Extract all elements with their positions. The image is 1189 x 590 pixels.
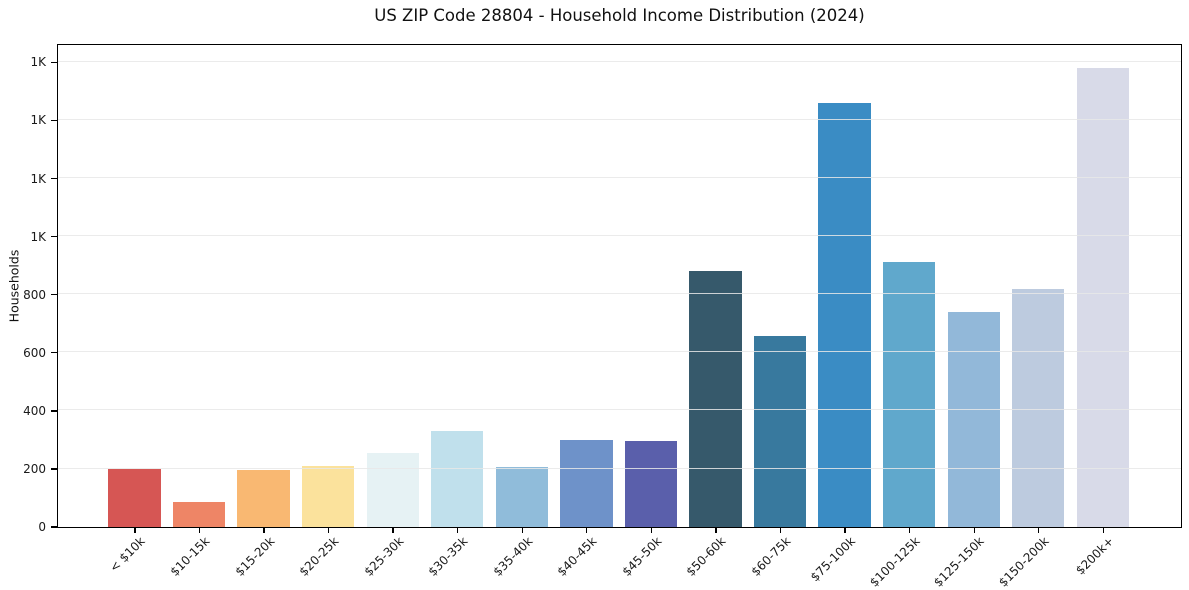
y-tick-mark bbox=[51, 236, 57, 238]
x-tick-label: $100-125k bbox=[866, 534, 923, 590]
y-tick-mark bbox=[51, 410, 57, 412]
bar-45-50k bbox=[624, 440, 678, 527]
y-tick-label: 600 bbox=[23, 345, 46, 360]
x-tick-mark bbox=[779, 527, 782, 533]
x-tick-label: $15-20k bbox=[232, 534, 277, 579]
y-tick-mark bbox=[51, 294, 57, 296]
x-tick-label: $20-25k bbox=[296, 534, 342, 579]
x-tick-label: $40-45k bbox=[554, 534, 600, 579]
gridline-1400 bbox=[57, 119, 1181, 121]
bar-10k bbox=[108, 468, 161, 527]
x-tick-label: $200k+ bbox=[1072, 534, 1117, 578]
bar-75-100k bbox=[818, 102, 871, 527]
y-tick-label: 1K bbox=[30, 171, 46, 186]
bar-30-35k bbox=[431, 430, 484, 527]
y-tick-mark bbox=[51, 468, 57, 470]
x-tick-label: $10-15k bbox=[167, 534, 213, 579]
gridline-800 bbox=[57, 293, 1181, 295]
x-tick-mark bbox=[908, 527, 911, 533]
x-tick-label: $35-40k bbox=[490, 534, 536, 579]
bar-150-200k bbox=[1012, 288, 1065, 527]
x-tick-label: $60-75k bbox=[748, 534, 794, 579]
bar-40-45k bbox=[560, 439, 613, 527]
gridline-1600 bbox=[57, 61, 1181, 63]
x-tick-mark bbox=[327, 527, 330, 533]
gridline-600 bbox=[57, 351, 1181, 353]
x-tick-mark bbox=[973, 527, 975, 533]
bar-125-150k bbox=[947, 311, 1000, 527]
x-tick-label: < $10k bbox=[106, 534, 148, 575]
bar-20-25k bbox=[301, 465, 355, 527]
x-tick-mark bbox=[392, 527, 394, 533]
x-tick-label: $45-50k bbox=[619, 534, 665, 579]
x-tick-mark bbox=[1102, 527, 1104, 533]
bar-25-30k bbox=[366, 452, 419, 527]
x-tick-label: $30-35k bbox=[425, 534, 471, 579]
y-tick-label: 800 bbox=[23, 287, 46, 302]
plot-area bbox=[56, 43, 1182, 528]
x-tick-mark bbox=[844, 527, 846, 533]
x-tick-mark bbox=[1038, 527, 1040, 533]
y-tick-mark bbox=[51, 177, 57, 180]
y-tick-mark bbox=[51, 526, 57, 528]
bar-35-40k bbox=[495, 467, 548, 527]
bar-100-125k bbox=[883, 262, 936, 527]
y-tick-label: 1K bbox=[30, 229, 46, 244]
x-tick-label: $125-150k bbox=[931, 534, 988, 590]
x-tick-label: $50-60k bbox=[683, 534, 729, 579]
gridline-1000 bbox=[57, 235, 1181, 237]
bar-50-60k bbox=[689, 271, 742, 527]
y-tick-label: 400 bbox=[23, 403, 46, 418]
x-tick-mark bbox=[521, 527, 523, 533]
bar-200k bbox=[1076, 67, 1129, 527]
gridline-200 bbox=[57, 467, 1181, 469]
x-tick-label: $25-30k bbox=[361, 534, 406, 579]
y-tick-label: 1K bbox=[30, 55, 46, 70]
chart-title: US ZIP Code 28804 - Household Income Dis… bbox=[374, 6, 865, 25]
x-tick-mark bbox=[650, 527, 653, 533]
gridline-1200 bbox=[57, 177, 1181, 179]
x-tick-mark bbox=[715, 527, 717, 533]
y-tick-label: 1K bbox=[30, 113, 46, 128]
x-tick-mark bbox=[263, 527, 265, 533]
x-tick-label: $75-100k bbox=[807, 534, 858, 585]
bar-15-20k bbox=[237, 469, 290, 527]
y-tick-label: 0 bbox=[38, 520, 46, 534]
x-tick-mark bbox=[586, 527, 588, 533]
y-tick-mark bbox=[51, 119, 57, 122]
x-tick-label: $150-200k bbox=[995, 534, 1052, 590]
x-tick-mark bbox=[198, 527, 201, 533]
x-tick-mark bbox=[457, 527, 459, 533]
y-tick-label: 200 bbox=[23, 461, 46, 476]
gridline-400 bbox=[57, 409, 1181, 411]
y-tick-mark bbox=[51, 61, 57, 64]
bar-60-75k bbox=[753, 336, 807, 527]
bar-10-15k bbox=[172, 501, 226, 527]
y-tick-mark bbox=[51, 352, 57, 354]
x-tick-mark bbox=[134, 527, 136, 533]
